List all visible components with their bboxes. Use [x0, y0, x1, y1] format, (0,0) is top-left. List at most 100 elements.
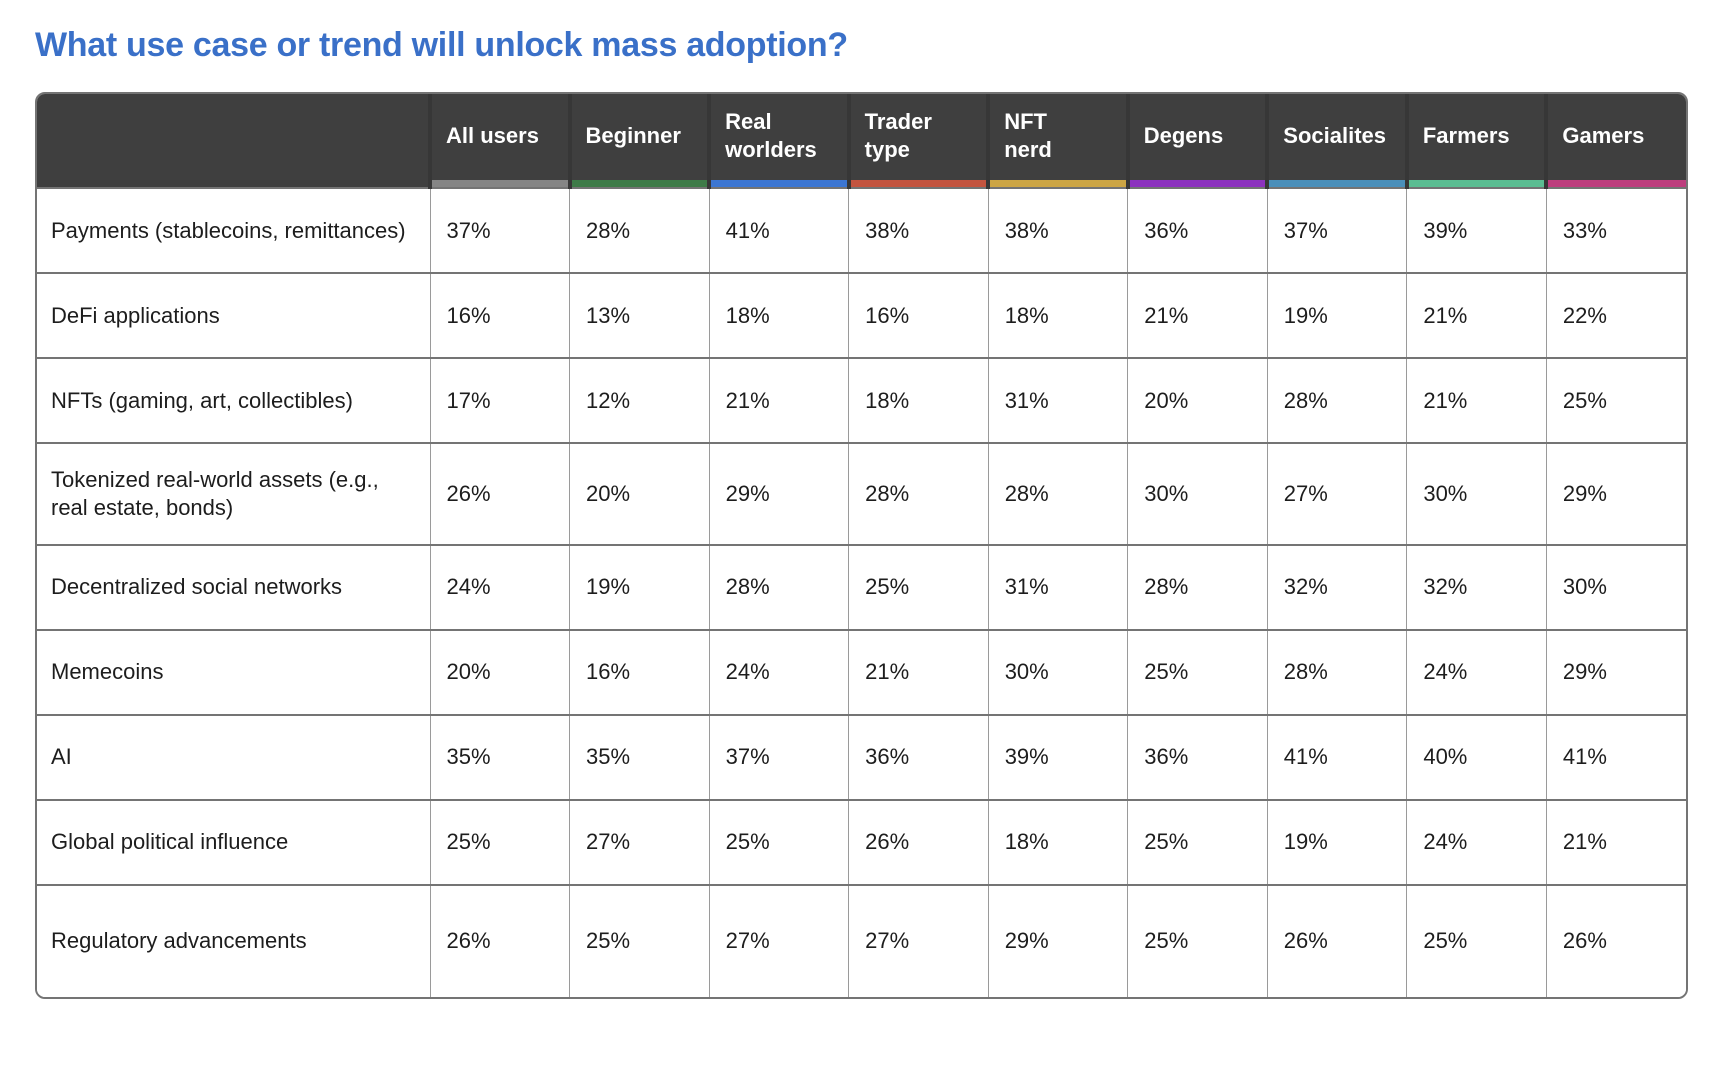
value-cell: 29%: [1545, 629, 1686, 715]
value-cell: 18%: [987, 273, 1128, 358]
value-cell: 28%: [569, 188, 710, 273]
value-cell: 20%: [569, 443, 710, 545]
column-header-degens: Degens: [1125, 94, 1268, 188]
column-color-bar: [571, 180, 708, 187]
table-body: Payments (stablecoins, remittances) 37% 28…: [37, 188, 1686, 997]
value-cell: 19%: [1266, 799, 1407, 885]
column-header-label: NFT nerd: [1004, 109, 1052, 162]
value-cell: 27%: [848, 884, 989, 997]
column-color-bar: [711, 180, 847, 187]
row-label: NFTs (gaming, art, collectibles): [37, 358, 430, 443]
table-row-defi-applications: DeFi applications 16% 13% 18% 16% 18% 21% 19% 21…: [37, 273, 1686, 358]
value-cell: 18%: [848, 358, 989, 443]
value-cell: 26%: [1266, 884, 1407, 997]
value-cell: 26%: [429, 443, 570, 545]
table-row-regulatory-advancements: Regulatory advancements 26% 25% 27% 27% 29% 25…: [37, 884, 1686, 997]
column-header-label: Beginner: [585, 122, 681, 148]
value-cell: 37%: [1266, 188, 1407, 273]
column-header-label: Gamers: [1562, 122, 1645, 148]
value-cell: 29%: [1545, 443, 1686, 545]
column-header-label: Farmers: [1422, 122, 1510, 148]
column-color-bar: [1548, 180, 1686, 187]
column-color-bar: [850, 180, 987, 187]
value-cell: 28%: [1266, 629, 1407, 715]
value-cell: 28%: [987, 443, 1128, 545]
value-cell: 35%: [429, 714, 570, 800]
value-cell: 21%: [1406, 358, 1547, 443]
header-row: All users Beginner Real worlders Trader typ…: [37, 94, 1686, 188]
row-label: Memecoins: [37, 629, 430, 715]
value-cell: 21%: [1545, 799, 1686, 885]
value-cell: 26%: [429, 884, 570, 997]
value-cell: 28%: [1266, 358, 1407, 443]
value-cell: 29%: [987, 884, 1128, 997]
value-cell: 19%: [1266, 273, 1407, 358]
value-cell: 24%: [708, 629, 849, 715]
table-row-global-political-influence: Global political influence 25% 27% 25% 26% 18…: [37, 799, 1686, 885]
value-cell: 21%: [848, 629, 989, 715]
value-cell: 18%: [987, 799, 1128, 885]
value-cell: 28%: [708, 544, 849, 630]
row-label: Decentralized social networks: [37, 544, 430, 630]
value-cell: 30%: [987, 629, 1128, 715]
value-cell: 18%: [708, 273, 849, 358]
row-label: Regulatory advancements: [37, 884, 430, 997]
value-cell: 20%: [1127, 358, 1268, 443]
value-cell: 13%: [569, 273, 710, 358]
column-header-label: All users: [446, 122, 539, 148]
value-cell: 27%: [708, 884, 849, 997]
value-cell: 25%: [1545, 358, 1686, 443]
table-row-payments-stablecoins-remittances: Payments (stablecoins, remittances) 37% 28…: [37, 188, 1686, 273]
value-cell: 41%: [1266, 714, 1407, 800]
column-color-bar: [990, 180, 1126, 187]
value-cell: 41%: [708, 188, 849, 273]
value-cell: 22%: [1545, 273, 1686, 358]
survey-table: All users Beginner Real worlders Trader typ…: [37, 94, 1686, 997]
value-cell: 27%: [1266, 443, 1407, 545]
value-cell: 25%: [1127, 884, 1268, 997]
value-cell: 24%: [1406, 629, 1547, 715]
value-cell: 25%: [569, 884, 710, 997]
value-cell: 32%: [1266, 544, 1407, 630]
value-cell: 38%: [848, 188, 989, 273]
value-cell: 30%: [1406, 443, 1547, 545]
value-cell: 25%: [708, 799, 849, 885]
value-cell: 21%: [1127, 273, 1268, 358]
column-header-farmers: Farmers: [1404, 94, 1547, 188]
value-cell: 25%: [1127, 629, 1268, 715]
value-cell: 27%: [569, 799, 710, 885]
table-header: All users Beginner Real worlders Trader typ…: [37, 94, 1686, 188]
row-label: Tokenized real-world assets (e.g., real …: [37, 443, 430, 545]
value-cell: 24%: [429, 544, 570, 630]
value-cell: 32%: [1406, 544, 1547, 630]
value-cell: 40%: [1406, 714, 1547, 800]
value-cell: 25%: [1406, 884, 1547, 997]
value-cell: 31%: [987, 544, 1128, 630]
column-header-label: Real worlders: [725, 109, 817, 162]
value-cell: 39%: [1406, 188, 1547, 273]
value-cell: 16%: [569, 629, 710, 715]
column-header-label: Trader type: [864, 109, 932, 162]
column-header-beginner: Beginner: [567, 94, 710, 188]
table-row-tokenized-real-world-assets-e-g-real-estate-bonds: Tokenized real-world assets (e.g., real …: [37, 443, 1686, 545]
column-header-label: Degens: [1143, 122, 1224, 148]
value-cell: 26%: [1545, 884, 1686, 997]
value-cell: 30%: [1127, 443, 1268, 545]
row-label: Global political influence: [37, 799, 430, 885]
row-label: DeFi applications: [37, 273, 430, 358]
value-cell: 41%: [1545, 714, 1686, 800]
column-color-bar: [432, 180, 568, 187]
value-cell: 37%: [708, 714, 849, 800]
value-cell: 12%: [569, 358, 710, 443]
column-header-nft-nerd: NFT nerd: [986, 94, 1128, 188]
value-cell: 30%: [1545, 544, 1686, 630]
value-cell: 25%: [429, 799, 570, 885]
value-cell: 39%: [987, 714, 1128, 800]
value-cell: 26%: [848, 799, 989, 885]
value-cell: 28%: [848, 443, 989, 545]
value-cell: 21%: [708, 358, 849, 443]
value-cell: 16%: [848, 273, 989, 358]
page-title: What use case or trend will unlock mass …: [35, 26, 848, 64]
table-row-nfts-gaming-art-collectibles: NFTs (gaming, art, collectibles) 17% 12% 21…: [37, 358, 1686, 443]
value-cell: 19%: [569, 544, 710, 630]
